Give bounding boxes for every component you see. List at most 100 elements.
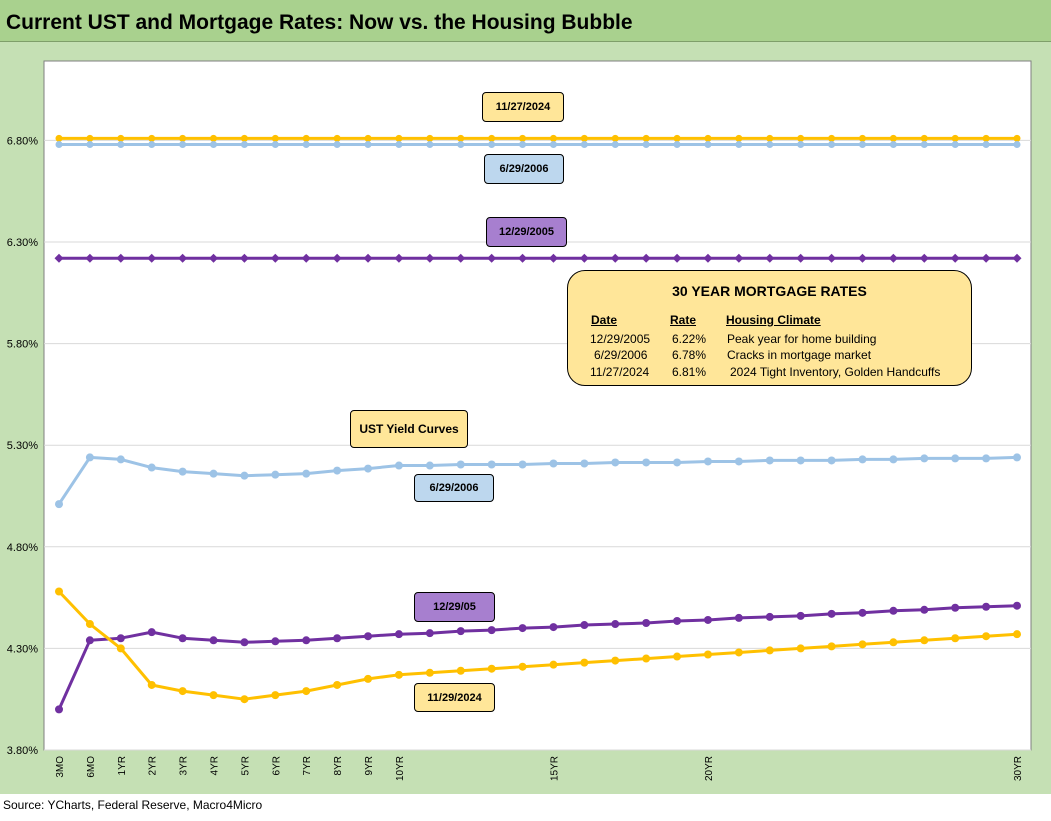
data-point xyxy=(765,646,774,655)
data-point xyxy=(179,134,187,142)
data-point xyxy=(765,612,774,621)
series-mortgage xyxy=(55,134,1021,142)
data-point xyxy=(797,134,805,142)
data-point xyxy=(889,140,897,148)
data-point xyxy=(1013,140,1021,148)
data-point xyxy=(580,658,589,667)
data-point xyxy=(148,140,156,148)
data-point xyxy=(425,629,434,638)
data-point xyxy=(519,140,527,148)
data-point xyxy=(210,140,218,148)
data-point xyxy=(271,134,279,142)
data-point xyxy=(889,455,898,464)
y-tick-label: 3.80% xyxy=(7,745,38,757)
data-point xyxy=(240,471,249,480)
data-point xyxy=(889,638,898,647)
data-point xyxy=(673,134,681,142)
data-point xyxy=(734,613,743,622)
data-point xyxy=(394,461,403,470)
y-tick-label: 4.80% xyxy=(7,542,38,554)
data-point xyxy=(673,458,682,467)
data-point xyxy=(178,687,187,696)
data-point xyxy=(858,640,867,649)
data-point xyxy=(889,606,898,615)
data-point xyxy=(394,630,403,639)
data-point xyxy=(951,454,960,463)
data-point xyxy=(487,664,496,673)
data-point xyxy=(487,460,496,469)
data-point xyxy=(549,134,557,142)
data-point xyxy=(55,705,63,714)
data-point xyxy=(302,636,311,645)
info-box-title: 30 YEAR MORTGAGE RATES xyxy=(672,283,867,299)
data-point xyxy=(982,454,991,463)
data-point xyxy=(549,623,558,632)
data-point xyxy=(271,140,279,148)
data-point xyxy=(395,140,403,148)
info-row-rate: 6.78% xyxy=(672,348,707,362)
y-tick-label: 6.30% xyxy=(7,237,38,249)
data-point xyxy=(457,140,465,148)
data-point xyxy=(271,691,280,700)
data-point xyxy=(827,642,836,651)
data-point xyxy=(333,134,341,142)
series-line xyxy=(57,590,1018,701)
data-point xyxy=(364,632,373,641)
info-row-rate: 6.81% xyxy=(672,365,707,379)
data-point xyxy=(611,458,620,467)
data-point xyxy=(395,134,403,142)
data-point xyxy=(703,650,712,659)
series-ust xyxy=(55,601,1021,714)
data-point xyxy=(1013,601,1021,610)
data-point xyxy=(209,469,218,478)
data-point xyxy=(920,140,928,148)
data-point xyxy=(394,670,403,679)
data-point xyxy=(55,500,63,509)
data-point xyxy=(519,134,527,142)
data-point xyxy=(487,626,496,635)
data-point xyxy=(920,454,929,463)
data-point xyxy=(457,134,465,142)
data-point xyxy=(673,652,682,661)
data-point xyxy=(86,140,94,148)
data-point xyxy=(456,666,465,675)
data-point xyxy=(765,456,774,465)
data-point xyxy=(333,680,342,689)
x-tick-label: 3MO xyxy=(55,756,66,778)
info-header-rate: Rate xyxy=(670,313,697,327)
x-tick-label: 2YR xyxy=(148,756,159,775)
data-point xyxy=(271,637,280,646)
data-point xyxy=(116,634,125,643)
data-point xyxy=(611,140,619,148)
data-point xyxy=(766,140,774,148)
info-row-climate: 2024 Tight Inventory, Golden Handcuffs xyxy=(730,365,941,379)
title-bar: Current UST and Mortgage Rates: Now vs. … xyxy=(0,0,1051,42)
data-point xyxy=(364,134,372,142)
data-point xyxy=(951,603,960,612)
chart-title: Current UST and Mortgage Rates: Now vs. … xyxy=(6,11,633,34)
label-ust-2024: 11/29/2024 xyxy=(414,683,495,712)
label-mortgage-2024: 11/27/2024 xyxy=(482,92,564,122)
y-tick-label: 5.30% xyxy=(7,440,38,452)
data-point xyxy=(858,455,867,464)
data-point xyxy=(735,134,743,142)
data-point xyxy=(735,140,743,148)
x-tick-label: 5YR xyxy=(240,756,251,775)
data-point xyxy=(580,134,588,142)
y-tick-label: 6.80% xyxy=(7,135,38,147)
info-header-date: Date xyxy=(591,313,618,327)
x-tick-label: 6MO xyxy=(86,756,97,778)
data-point xyxy=(982,632,991,641)
label-mortgage-2006: 6/29/2006 xyxy=(484,154,564,184)
data-point xyxy=(85,620,94,629)
y-tick-label: 4.30% xyxy=(7,643,38,655)
x-tick-label: 8YR xyxy=(333,756,344,775)
data-point xyxy=(827,456,836,465)
data-point xyxy=(333,466,342,475)
data-point xyxy=(302,134,310,142)
info-row-climate: Peak year for home building xyxy=(727,332,877,346)
data-point xyxy=(827,609,836,618)
data-point xyxy=(734,457,743,466)
label-ust-title: UST Yield Curves xyxy=(350,410,468,448)
label-ust-2005: 12/29/05 xyxy=(414,592,495,622)
